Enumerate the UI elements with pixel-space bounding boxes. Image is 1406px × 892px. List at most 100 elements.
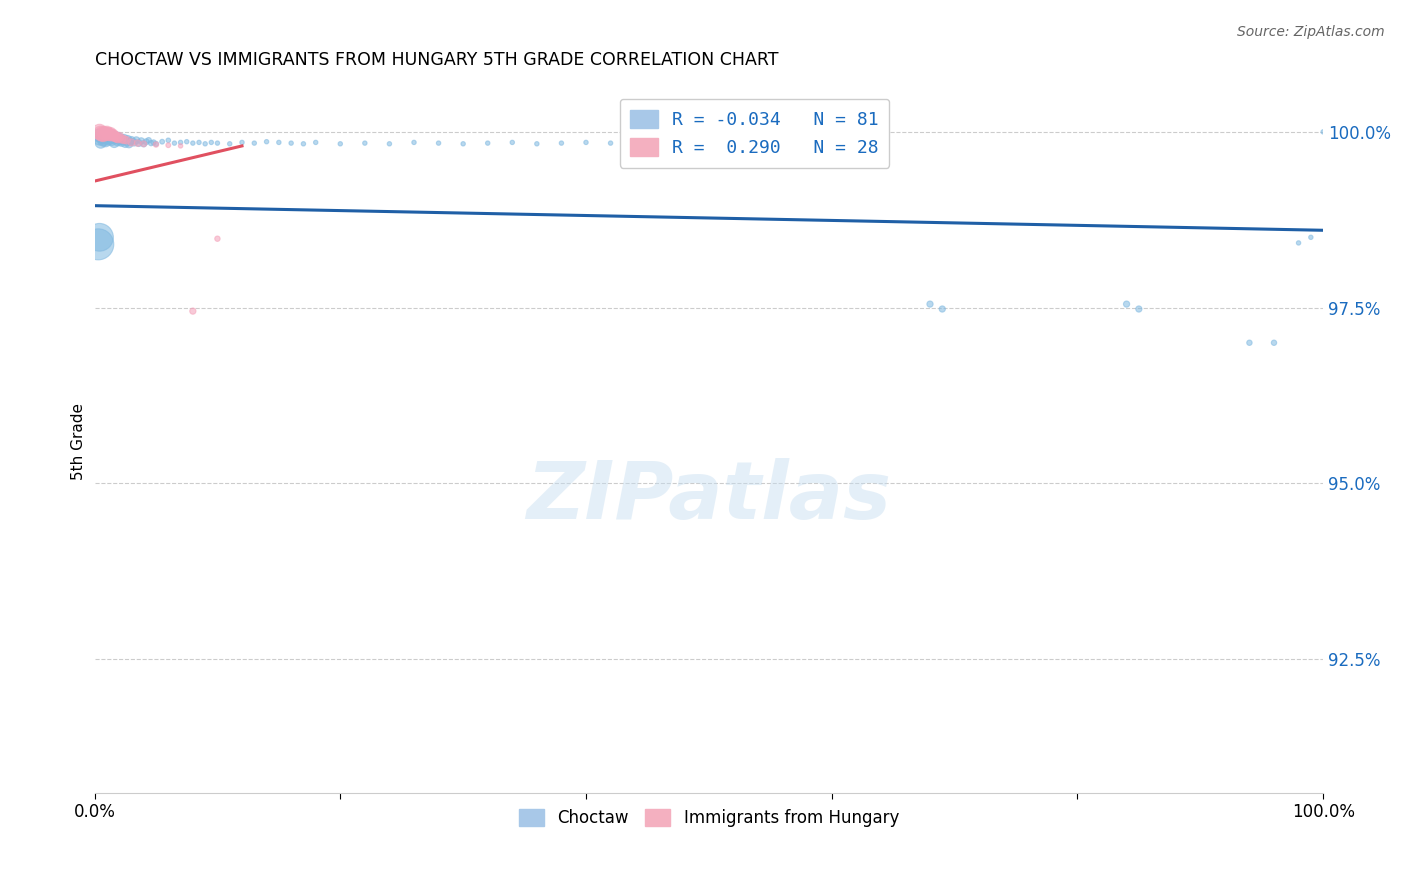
Point bbox=[101, 131, 124, 145]
Point bbox=[122, 136, 145, 150]
Point bbox=[1128, 301, 1150, 316]
Point bbox=[94, 127, 117, 141]
Point bbox=[218, 136, 240, 151]
Point bbox=[267, 136, 290, 150]
Point bbox=[98, 129, 121, 144]
Point bbox=[138, 133, 160, 147]
Point bbox=[145, 136, 167, 151]
Point bbox=[378, 136, 401, 151]
Point bbox=[145, 137, 167, 152]
Point bbox=[93, 129, 115, 144]
Point bbox=[93, 126, 115, 140]
Point bbox=[91, 133, 114, 147]
Point bbox=[115, 134, 138, 148]
Point bbox=[550, 136, 572, 150]
Point bbox=[100, 128, 122, 142]
Point bbox=[114, 136, 136, 150]
Text: CHOCTAW VS IMMIGRANTS FROM HUNGARY 5TH GRADE CORRELATION CHART: CHOCTAW VS IMMIGRANTS FROM HUNGARY 5TH G… bbox=[94, 51, 778, 69]
Point bbox=[501, 136, 523, 150]
Point bbox=[97, 132, 120, 146]
Point bbox=[181, 304, 204, 318]
Point bbox=[118, 136, 141, 151]
Point bbox=[157, 133, 180, 147]
Point bbox=[103, 136, 125, 150]
Point bbox=[169, 136, 191, 150]
Point bbox=[1312, 125, 1334, 139]
Point bbox=[128, 136, 150, 150]
Point bbox=[94, 129, 117, 144]
Point bbox=[107, 131, 129, 145]
Point bbox=[103, 129, 125, 144]
Point bbox=[188, 136, 211, 150]
Point bbox=[176, 135, 198, 149]
Point bbox=[354, 136, 377, 150]
Point bbox=[100, 126, 122, 140]
Point bbox=[207, 136, 229, 150]
Point bbox=[1263, 335, 1285, 350]
Point bbox=[100, 128, 122, 143]
Point bbox=[87, 237, 110, 252]
Point bbox=[200, 136, 222, 150]
Point bbox=[139, 136, 162, 150]
Point bbox=[599, 136, 621, 150]
Point bbox=[110, 135, 132, 149]
Point bbox=[931, 301, 953, 316]
Point bbox=[305, 136, 328, 150]
Point bbox=[120, 135, 142, 149]
Point bbox=[104, 132, 127, 146]
Point bbox=[108, 132, 131, 146]
Point bbox=[97, 127, 120, 141]
Point bbox=[451, 136, 474, 151]
Point bbox=[526, 136, 548, 151]
Text: Source: ZipAtlas.com: Source: ZipAtlas.com bbox=[1237, 25, 1385, 39]
Point bbox=[1115, 297, 1137, 311]
Point bbox=[117, 132, 139, 146]
Point bbox=[918, 297, 941, 311]
Point bbox=[112, 132, 135, 146]
Point bbox=[120, 133, 142, 147]
Point bbox=[87, 128, 110, 143]
Point bbox=[110, 132, 132, 146]
Point bbox=[94, 134, 117, 148]
Point bbox=[90, 126, 112, 140]
Point bbox=[231, 136, 253, 150]
Point bbox=[135, 135, 157, 149]
Point bbox=[112, 132, 135, 146]
Point bbox=[194, 136, 217, 151]
Point bbox=[1239, 335, 1261, 350]
Point bbox=[115, 133, 138, 147]
Point bbox=[292, 136, 315, 151]
Point bbox=[181, 136, 204, 150]
Point bbox=[169, 139, 191, 153]
Point bbox=[111, 133, 134, 147]
Point bbox=[93, 126, 115, 140]
Point bbox=[105, 129, 128, 144]
Point bbox=[127, 136, 149, 150]
Point bbox=[101, 128, 124, 142]
Point bbox=[105, 130, 128, 145]
Point bbox=[477, 136, 499, 150]
Point bbox=[91, 128, 114, 142]
Point bbox=[1288, 235, 1310, 250]
Point bbox=[256, 135, 278, 149]
Point bbox=[163, 136, 186, 150]
Point bbox=[110, 131, 132, 145]
Point bbox=[427, 136, 450, 150]
Point bbox=[575, 136, 598, 150]
Point bbox=[98, 128, 121, 142]
Y-axis label: 5th Grade: 5th Grade bbox=[72, 402, 86, 480]
Point bbox=[142, 136, 165, 150]
Point bbox=[89, 132, 111, 146]
Point bbox=[329, 136, 352, 151]
Point bbox=[1299, 230, 1322, 244]
Point bbox=[280, 136, 302, 150]
Point bbox=[243, 136, 266, 150]
Point bbox=[89, 125, 111, 139]
Point bbox=[125, 133, 148, 147]
Text: ZIPatlas: ZIPatlas bbox=[526, 458, 891, 536]
Point bbox=[90, 136, 112, 150]
Point bbox=[150, 135, 173, 149]
Point bbox=[129, 134, 152, 148]
Point bbox=[96, 126, 118, 140]
Point bbox=[207, 232, 229, 246]
